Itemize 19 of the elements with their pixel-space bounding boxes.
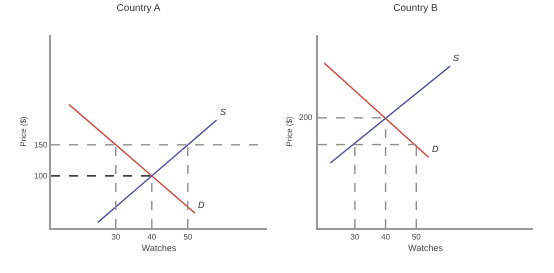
x-tick-label: 30 bbox=[111, 232, 121, 242]
x-tick-label: 50 bbox=[183, 232, 193, 242]
y-tick-label: 100 bbox=[34, 172, 48, 181]
chart-title: Country B bbox=[393, 3, 438, 14]
series-label: S bbox=[453, 53, 460, 63]
y-tick-label: 150 bbox=[34, 140, 48, 150]
x-tick-label: 40 bbox=[147, 232, 157, 242]
x-tick-label: 50 bbox=[412, 232, 422, 242]
x-axis-title: Watches bbox=[408, 242, 444, 253]
y-axis-title: Price ($) bbox=[285, 116, 294, 147]
text: 200 bbox=[299, 113, 313, 122]
series-label: D bbox=[198, 200, 205, 210]
series-label: D bbox=[432, 144, 439, 154]
y-axis-title: Price ($) bbox=[19, 116, 28, 147]
x-tick-label: 40 bbox=[381, 232, 391, 242]
x-tick-label: 30 bbox=[350, 232, 360, 242]
series-label: S bbox=[220, 107, 226, 117]
x-axis-title: Watches bbox=[142, 242, 177, 253]
chart-title: Country A bbox=[116, 3, 161, 14]
